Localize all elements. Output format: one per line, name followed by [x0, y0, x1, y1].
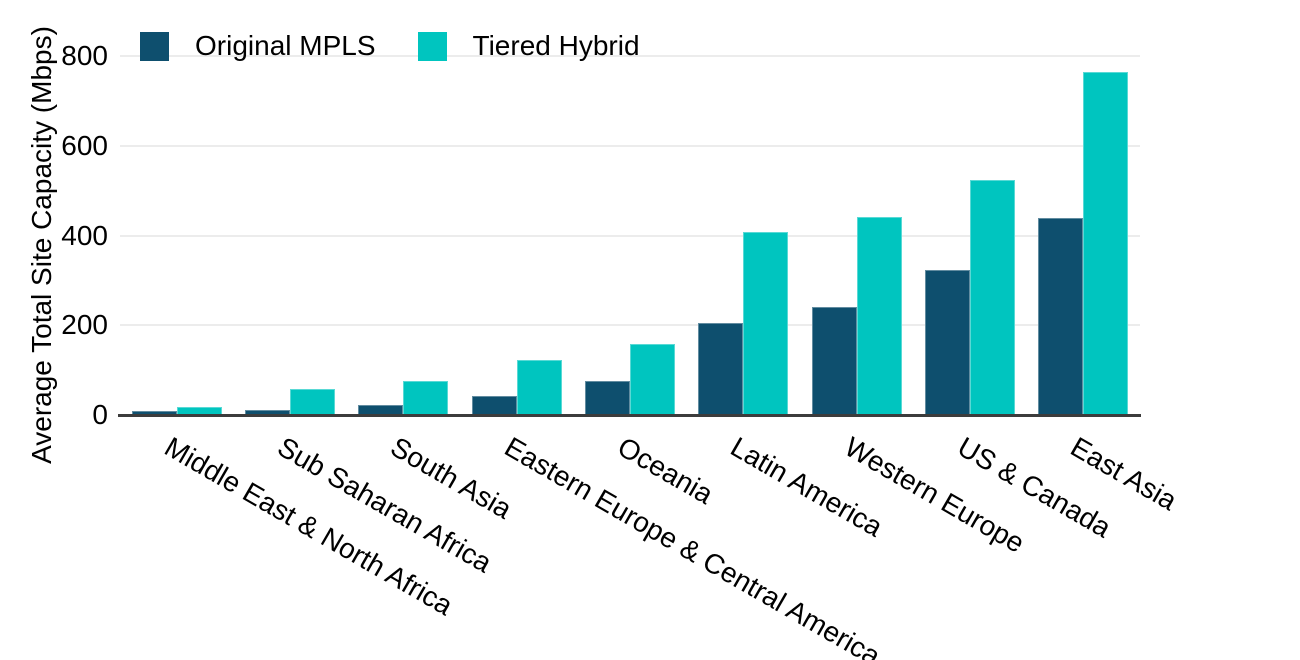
bar-tiered-hybrid-oceania — [630, 343, 676, 415]
legend: Original MPLS Tiered Hybrid — [140, 30, 640, 62]
bar-original-mpls-latin-america — [698, 322, 744, 415]
y-tick-label-200: 200 — [61, 309, 108, 341]
bar-tiered-hybrid-western-europe — [856, 216, 902, 415]
bar-original-mpls-middle-east-north-africa — [131, 411, 177, 415]
legend-label-original-mpls: Original MPLS — [195, 30, 376, 61]
bar-tiered-hybrid-east-asia — [1083, 72, 1129, 415]
y-tick-label-600: 600 — [61, 129, 108, 161]
gridline-200 — [120, 324, 1140, 327]
bar-original-mpls-east-asia — [1038, 218, 1084, 415]
y-axis-title: Average Total Site Capacity (Mbps) — [26, 26, 57, 464]
y-tick-label-800: 800 — [61, 40, 108, 71]
bar-original-mpls-eastern-europe-central-america — [471, 395, 517, 415]
legend-swatch-original-mpls — [140, 31, 169, 61]
bar-original-mpls-us-canada — [925, 270, 971, 415]
y-tick-label-0: 0 — [92, 399, 108, 430]
bar-tiered-hybrid-us-canada — [970, 180, 1016, 415]
legend-label-tiered-hybrid: Tiered Hybrid — [472, 30, 640, 61]
x-tick-label-eastern-europe-central-america: Eastern Europe & Central America — [499, 431, 886, 660]
bar-original-mpls-western-europe — [811, 306, 857, 415]
bar-tiered-hybrid-south-asia — [403, 380, 449, 415]
gridline-800 — [120, 55, 1140, 57]
bar-tiered-hybrid-sub-saharan-africa — [290, 388, 336, 415]
x-axis-line — [118, 414, 1141, 417]
legend-item-original-mpls: Original MPLS — [140, 30, 376, 62]
bar-tiered-hybrid-middle-east-north-africa — [176, 406, 222, 415]
y-tick-label-400: 400 — [61, 219, 108, 251]
legend-item-tiered-hybrid: Tiered Hybrid — [417, 30, 640, 62]
gridline-400 — [120, 234, 1140, 237]
bar-original-mpls-south-asia — [358, 405, 404, 415]
gridline-600 — [120, 144, 1140, 147]
bar-original-mpls-oceania — [585, 381, 631, 415]
bar-tiered-hybrid-eastern-europe-central-america — [516, 359, 562, 415]
plot-area — [120, 0, 1140, 415]
legend-swatch-tiered-hybrid — [417, 31, 447, 61]
bar-tiered-hybrid-latin-america — [743, 232, 789, 415]
bar-original-mpls-sub-saharan-africa — [245, 410, 291, 415]
